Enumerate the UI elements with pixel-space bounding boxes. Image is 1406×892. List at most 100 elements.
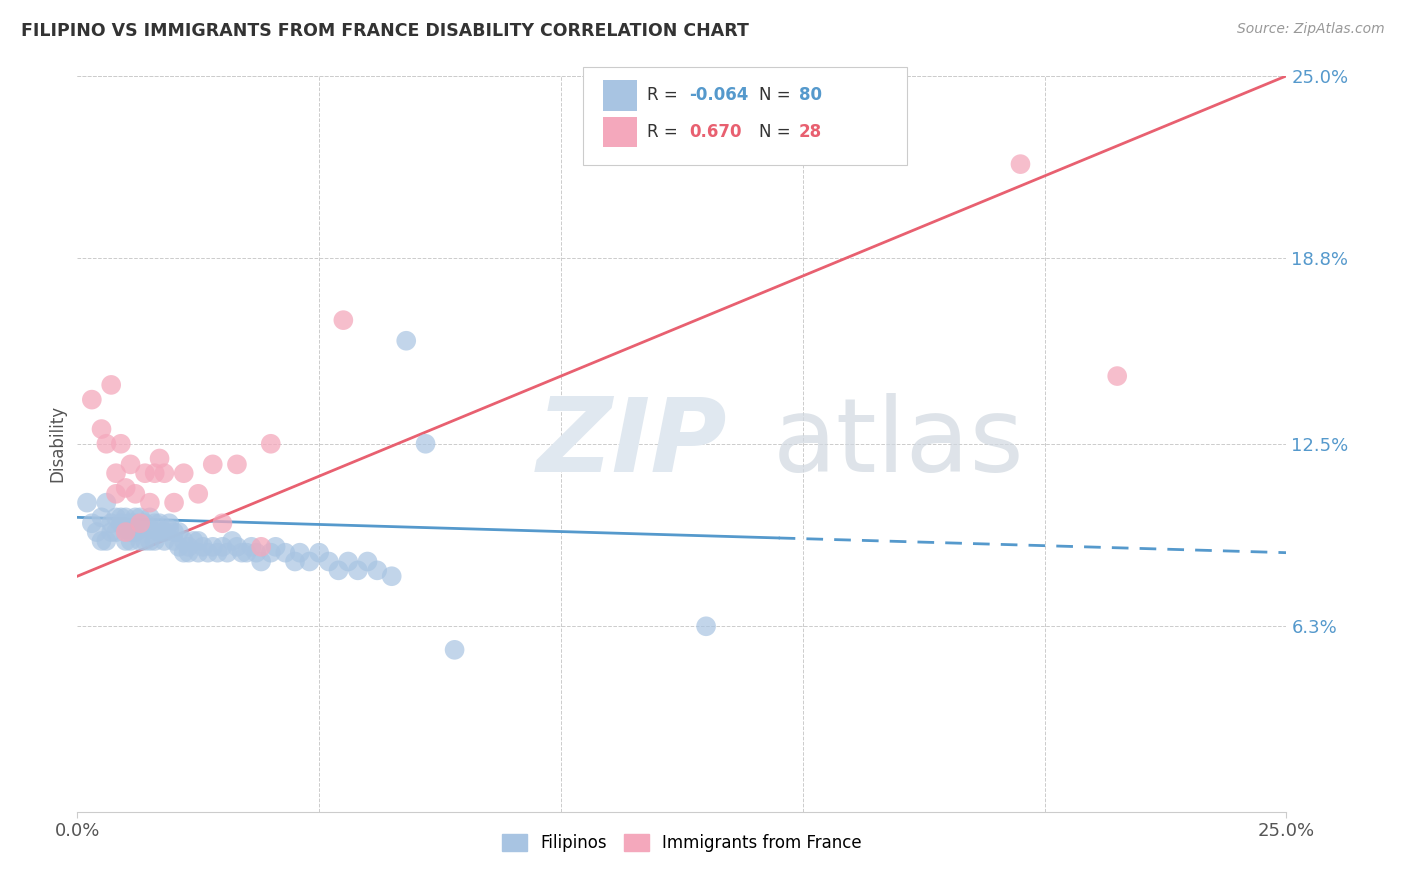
Point [105, 510, 128, 524]
Point [129, 510, 152, 524]
Point [328, 563, 350, 577]
Point [308, 546, 330, 560]
Point [148, 516, 170, 531]
Point [260, 546, 283, 560]
Text: Source: ZipAtlas.com: Source: ZipAtlas.com [1237, 22, 1385, 37]
Text: 28: 28 [799, 123, 821, 141]
Point [284, 554, 307, 569]
Point [90, 422, 112, 436]
Point [250, 540, 273, 554]
Point [226, 540, 249, 554]
Point [124, 487, 146, 501]
Point [90, 533, 112, 548]
Point [395, 334, 418, 348]
Point [207, 546, 229, 560]
Point [139, 533, 162, 548]
Point [76, 496, 98, 510]
Point [129, 516, 152, 531]
Point [143, 516, 166, 531]
Text: N =: N = [759, 87, 796, 104]
Point [177, 546, 200, 560]
Point [183, 533, 205, 548]
Point [217, 546, 239, 560]
Point [443, 642, 465, 657]
Point [191, 540, 214, 554]
Point [139, 510, 162, 524]
Point [134, 533, 156, 548]
Point [187, 546, 209, 560]
Point [264, 540, 287, 554]
Point [157, 522, 180, 536]
Point [187, 487, 209, 501]
Point [201, 458, 224, 472]
Point [129, 522, 152, 536]
Point [274, 546, 297, 560]
Point [100, 378, 122, 392]
Point [366, 563, 388, 577]
Point [148, 524, 170, 539]
Point [356, 554, 378, 569]
Point [231, 546, 253, 560]
Point [129, 533, 152, 548]
Point [124, 510, 146, 524]
Point [157, 516, 180, 531]
Point [96, 496, 118, 510]
Point [80, 516, 103, 531]
Point [124, 524, 146, 539]
Point [120, 533, 142, 548]
Point [114, 533, 136, 548]
Point [173, 533, 195, 548]
Point [120, 524, 142, 539]
Point [100, 516, 122, 531]
Point [226, 458, 249, 472]
Point [134, 516, 156, 531]
Point [167, 524, 190, 539]
Point [105, 466, 128, 480]
Point [139, 522, 162, 536]
Point [148, 451, 170, 466]
Point [120, 516, 142, 531]
Point [163, 533, 186, 548]
Point [298, 554, 321, 569]
Text: R =: R = [647, 123, 688, 141]
Y-axis label: Disability: Disability [48, 405, 66, 483]
Text: R =: R = [647, 87, 683, 104]
Point [250, 554, 273, 569]
Point [105, 487, 128, 501]
Point [124, 516, 146, 531]
Point [167, 540, 190, 554]
Text: atlas: atlas [773, 393, 1025, 494]
Point [211, 516, 233, 531]
Point [235, 546, 257, 560]
Point [110, 516, 132, 531]
Point [1010, 157, 1032, 171]
Point [96, 533, 118, 548]
Point [105, 524, 128, 539]
Point [211, 540, 233, 554]
Point [110, 510, 132, 524]
Point [173, 546, 195, 560]
Text: 80: 80 [799, 87, 821, 104]
Point [114, 522, 136, 536]
Point [173, 466, 195, 480]
Point [86, 524, 108, 539]
Point [143, 466, 166, 480]
Point [114, 524, 136, 539]
Point [114, 510, 136, 524]
Legend: Filipinos, Immigrants from France: Filipinos, Immigrants from France [495, 827, 869, 859]
Point [332, 313, 354, 327]
Point [187, 533, 209, 548]
Point [153, 524, 176, 539]
Point [163, 496, 186, 510]
Point [114, 481, 136, 495]
Point [245, 546, 267, 560]
Point [197, 546, 219, 560]
Point [318, 554, 340, 569]
Point [201, 540, 224, 554]
Point [100, 524, 122, 539]
Point [110, 436, 132, 450]
Text: FILIPINO VS IMMIGRANTS FROM FRANCE DISABILITY CORRELATION CHART: FILIPINO VS IMMIGRANTS FROM FRANCE DISAB… [21, 22, 749, 40]
Point [90, 510, 112, 524]
Point [163, 524, 186, 539]
Point [139, 496, 162, 510]
